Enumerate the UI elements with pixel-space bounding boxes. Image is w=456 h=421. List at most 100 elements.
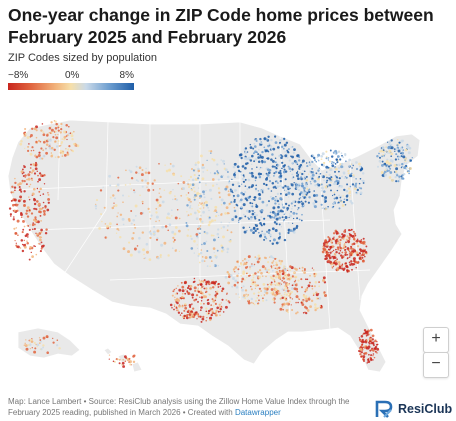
source-note: Map: Lance Lambert • Source: ResiClub an… <box>8 396 358 418</box>
zoom-out-button[interactable]: − <box>423 352 449 378</box>
zip-dot <box>382 150 385 153</box>
us-zip-map[interactable] <box>0 100 456 390</box>
zip-dot <box>325 157 328 160</box>
zip-dot <box>249 201 252 205</box>
zip-dot <box>276 185 279 189</box>
zip-dot <box>275 241 279 245</box>
zip-dot <box>280 156 283 160</box>
zip-dot <box>324 239 327 242</box>
zip-dot <box>279 297 282 300</box>
zip-dot <box>40 228 43 232</box>
zip-dot <box>301 303 305 306</box>
zip-dot <box>141 200 144 203</box>
zip-dot <box>253 281 257 284</box>
zip-dot <box>139 194 141 197</box>
zip-dot <box>31 228 34 231</box>
zip-dot <box>254 179 257 182</box>
zip-dot <box>187 198 191 202</box>
zip-dot <box>260 271 263 275</box>
zip-dot <box>201 243 203 246</box>
zip-dot <box>328 237 331 240</box>
zip-dot <box>346 253 349 256</box>
zip-dot <box>115 185 118 187</box>
zip-dot <box>116 227 119 231</box>
zip-dot <box>346 183 349 186</box>
zip-dot <box>284 178 287 181</box>
zip-dot <box>287 231 290 235</box>
zip-dot <box>224 305 228 309</box>
zip-dot <box>216 170 219 173</box>
zip-dot <box>157 201 160 204</box>
zip-dot <box>272 238 276 242</box>
zip-dot <box>320 183 323 186</box>
zip-dot <box>137 250 141 254</box>
datawrapper-link[interactable]: Datawrapper <box>234 408 281 417</box>
zip-dot <box>285 273 288 276</box>
zip-dot <box>284 216 288 219</box>
zip-dot <box>290 183 294 187</box>
zip-dot <box>245 157 249 161</box>
zip-dot <box>205 310 208 313</box>
zip-dot <box>326 176 328 179</box>
zip-dot <box>280 294 283 297</box>
zip-dot <box>199 280 202 284</box>
zip-dot <box>199 217 202 221</box>
zip-dot <box>31 347 33 349</box>
zip-dot <box>21 173 24 175</box>
zip-dot <box>202 171 204 173</box>
zip-dot <box>288 216 290 219</box>
zip-dot <box>262 299 265 302</box>
zip-dot <box>344 203 347 206</box>
zip-dot <box>252 281 255 284</box>
zip-dot <box>15 203 18 207</box>
zip-dot <box>193 312 195 314</box>
zip-dot <box>180 281 183 284</box>
zip-dot <box>292 227 296 231</box>
zip-dot <box>370 357 372 359</box>
zip-dot <box>37 242 40 245</box>
zip-dot <box>314 159 316 162</box>
zip-dot <box>159 253 162 257</box>
zip-dot <box>128 219 131 222</box>
zip-dot <box>240 174 242 176</box>
zip-dot <box>250 301 253 304</box>
zip-dot <box>210 260 213 262</box>
zoom-in-button[interactable]: + <box>423 327 449 353</box>
zip-dot <box>35 136 38 139</box>
zip-dot <box>325 165 329 169</box>
zip-dot <box>358 162 361 166</box>
zip-dot <box>40 220 42 222</box>
zip-dot <box>128 241 131 244</box>
zip-dot <box>28 258 31 261</box>
zip-dot <box>46 208 50 212</box>
zip-dot <box>201 220 204 223</box>
zip-dot <box>322 175 325 179</box>
zip-dot <box>21 168 24 171</box>
zip-dot <box>38 342 41 344</box>
zip-dot <box>306 309 310 312</box>
zip-dot <box>185 316 189 320</box>
zip-dot <box>265 183 268 186</box>
zip-dot <box>361 340 365 344</box>
zip-dot <box>284 265 286 268</box>
zip-dot <box>197 254 200 257</box>
zip-dot <box>224 212 227 215</box>
zip-dot <box>406 170 409 172</box>
zip-dot <box>103 206 106 209</box>
zip-dot <box>20 216 23 219</box>
zip-dot <box>275 284 277 286</box>
zip-dot <box>325 174 327 176</box>
zip-dot <box>66 152 70 156</box>
zip-dot <box>145 167 147 170</box>
zip-dot <box>215 313 218 317</box>
zip-dot <box>263 146 266 149</box>
zip-dot <box>60 126 62 128</box>
zip-dot <box>141 185 144 188</box>
zip-dot <box>258 197 262 201</box>
zip-dot <box>113 202 115 204</box>
zip-dot <box>177 285 179 287</box>
zip-dot <box>214 302 217 305</box>
zip-dot <box>235 203 238 206</box>
zip-dot <box>391 161 394 163</box>
zip-dot <box>206 159 208 162</box>
